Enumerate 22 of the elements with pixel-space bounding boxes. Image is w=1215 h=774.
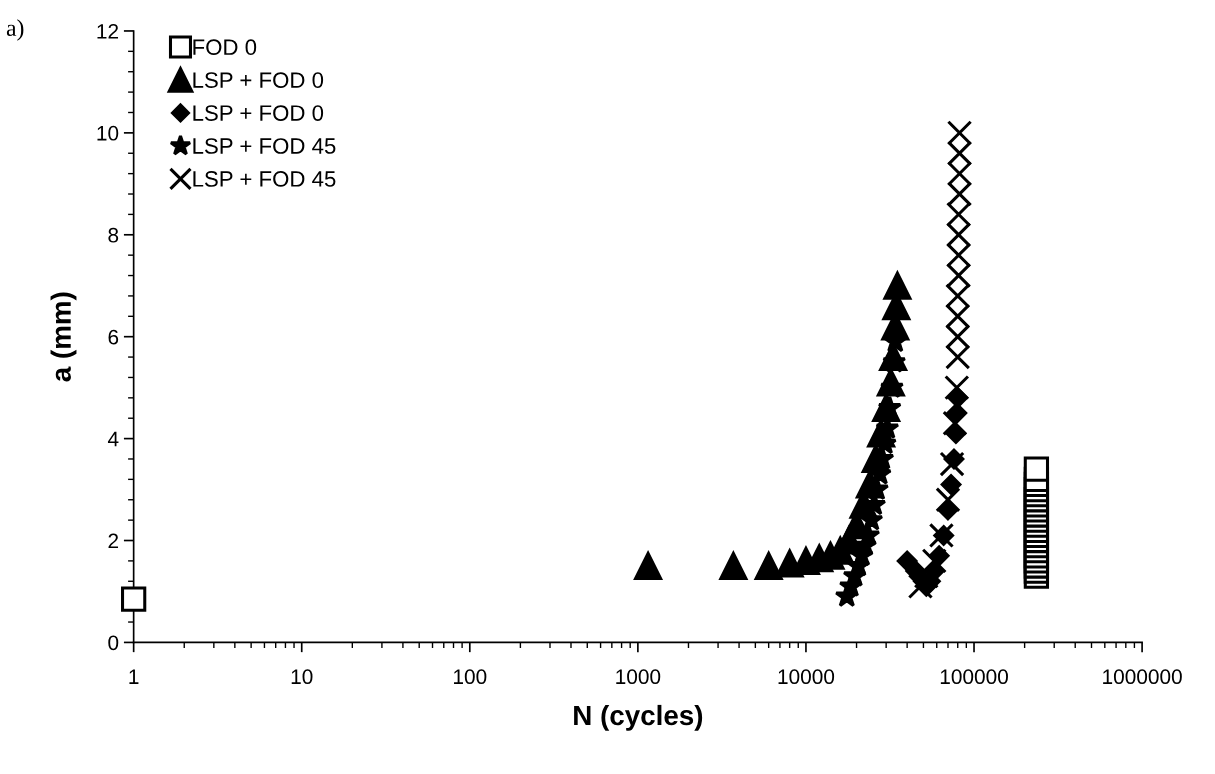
y-tick-label: 0 [108, 635, 119, 651]
y-tick-label: 12 [97, 23, 119, 39]
x-tick-label: 100 [454, 669, 487, 685]
x-tick-label: 10 [291, 669, 313, 685]
text: a) [6, 19, 24, 41]
legend-label: LSP + FOD 0 [193, 72, 324, 88]
x-axis-title: N (cycles) [574, 704, 703, 731]
y-tick-label: 4 [107, 431, 119, 447]
legend-label: LSP + FOD 45 [193, 138, 336, 154]
x-tick-label: 1 [129, 669, 139, 684]
legend-label: LSP + FOD 45 [193, 171, 336, 187]
x-tick-label: 100000 [940, 669, 1008, 685]
y-tick-label: 8 [108, 227, 119, 243]
legend-label: FOD 0 [193, 39, 257, 56]
x-tick-label: 1000 [616, 669, 661, 685]
y-tick-label: 6 [108, 329, 119, 345]
legend-label: LSP + FOD 0 [193, 105, 324, 121]
x-tick-label: 1000000 [1103, 669, 1182, 685]
x-tick-label: 10000 [778, 669, 835, 685]
y-axis-title: a (mm) [50, 292, 77, 382]
y-tick-label: 10 [97, 125, 119, 141]
y-tick-label: 2 [108, 533, 119, 549]
